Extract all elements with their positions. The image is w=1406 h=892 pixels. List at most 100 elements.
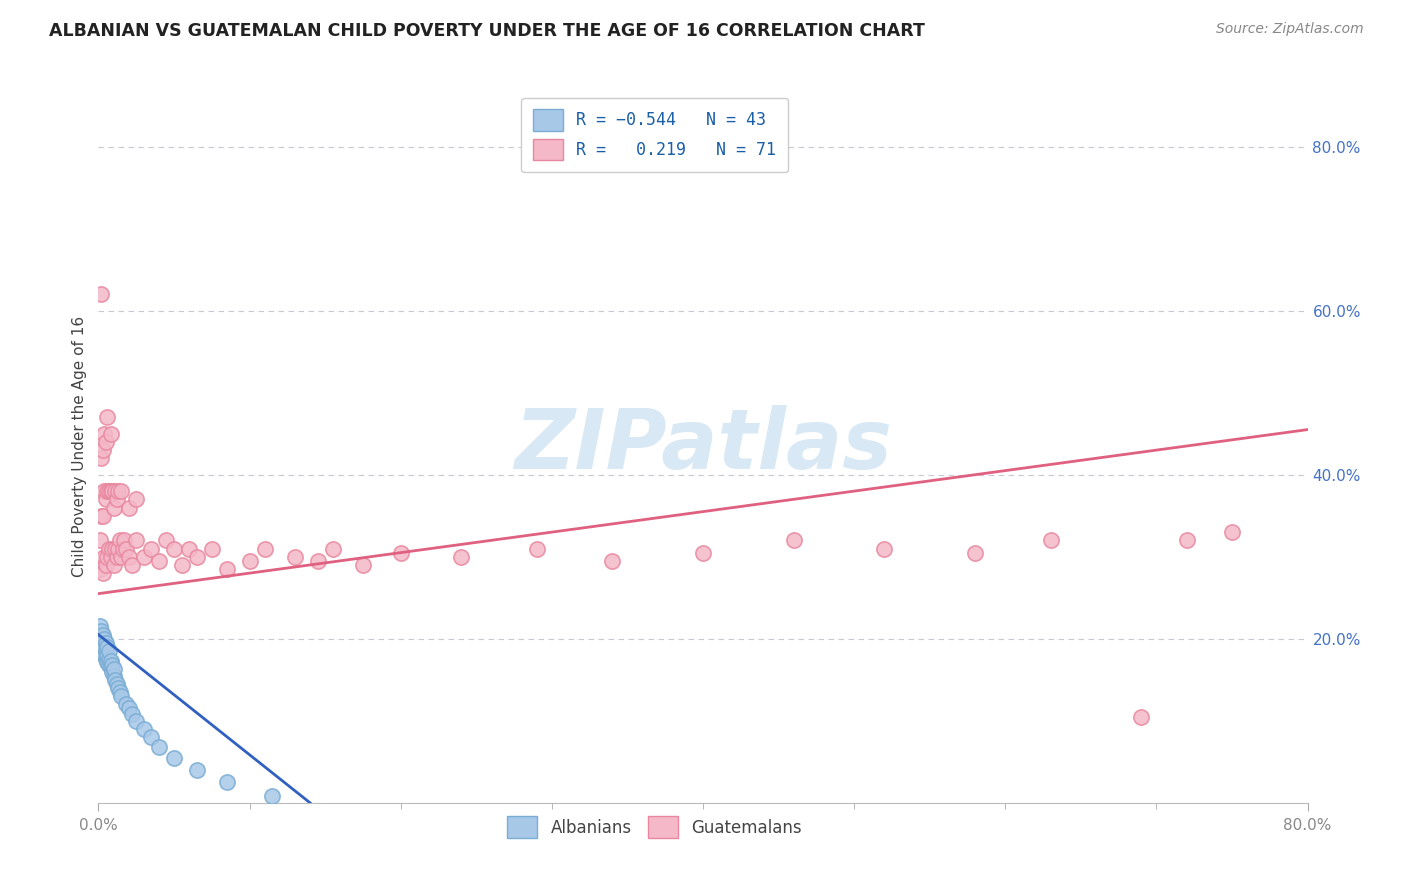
Point — [114, 541, 136, 556]
Point — [89, 533, 111, 548]
Point — [1220, 525, 1243, 540]
Point — [94, 492, 117, 507]
Point — [110, 689, 132, 703]
Point — [101, 658, 124, 673]
Point — [155, 533, 177, 548]
Point — [125, 492, 148, 507]
Point — [96, 640, 118, 654]
Point — [89, 562, 111, 576]
Point — [107, 681, 129, 695]
Point — [105, 549, 128, 564]
Point — [450, 549, 472, 564]
Point — [118, 701, 141, 715]
Point — [389, 546, 412, 560]
Point — [118, 549, 141, 564]
Point — [93, 648, 115, 662]
Point — [125, 714, 148, 728]
Point — [89, 627, 111, 641]
Point — [170, 558, 193, 572]
Point — [96, 410, 118, 425]
Point — [104, 484, 127, 499]
Point — [163, 750, 186, 764]
Point — [148, 739, 170, 754]
Point — [239, 554, 262, 568]
Point — [96, 655, 118, 669]
Point — [215, 775, 238, 789]
Point — [98, 652, 121, 666]
Point — [132, 722, 155, 736]
Point — [1130, 709, 1153, 723]
Point — [89, 619, 111, 633]
Point — [602, 554, 624, 568]
Point — [110, 549, 132, 564]
Point — [90, 451, 112, 466]
Point — [91, 644, 114, 658]
Point — [94, 636, 117, 650]
Point — [90, 508, 112, 523]
Point — [100, 660, 122, 674]
Point — [108, 533, 131, 548]
Point — [94, 644, 117, 658]
Point — [91, 508, 114, 523]
Point — [96, 549, 118, 564]
Point — [93, 426, 115, 441]
Point — [96, 484, 118, 499]
Point — [118, 500, 141, 515]
Point — [121, 558, 143, 572]
Point — [91, 566, 114, 581]
Point — [692, 546, 714, 560]
Point — [105, 492, 128, 507]
Point — [132, 549, 155, 564]
Point — [121, 707, 143, 722]
Point — [103, 558, 125, 572]
Text: Source: ZipAtlas.com: Source: ZipAtlas.com — [1216, 22, 1364, 37]
Point — [98, 658, 121, 673]
Point — [93, 549, 115, 564]
Point — [163, 541, 186, 556]
Y-axis label: Child Poverty Under the Age of 16: Child Poverty Under the Age of 16 — [72, 316, 87, 576]
Point — [783, 533, 806, 548]
Point — [90, 640, 112, 654]
Point — [526, 541, 548, 556]
Point — [112, 533, 135, 548]
Point — [873, 541, 896, 556]
Legend: Albanians, Guatemalans: Albanians, Guatemalans — [501, 810, 808, 845]
Point — [100, 549, 122, 564]
Point — [94, 434, 117, 449]
Point — [141, 730, 163, 744]
Point — [104, 541, 127, 556]
Point — [215, 562, 238, 576]
Point — [108, 685, 131, 699]
Point — [103, 500, 125, 515]
Point — [322, 541, 344, 556]
Point — [253, 541, 276, 556]
Point — [125, 533, 148, 548]
Point — [307, 554, 329, 568]
Point — [91, 627, 114, 641]
Point — [100, 426, 122, 441]
Point — [104, 673, 127, 687]
Point — [90, 632, 112, 646]
Point — [103, 662, 125, 676]
Point — [91, 636, 114, 650]
Point — [179, 541, 201, 556]
Point — [284, 549, 307, 564]
Point — [111, 541, 134, 556]
Point — [93, 484, 115, 499]
Point — [101, 484, 124, 499]
Point — [101, 665, 124, 679]
Point — [101, 541, 124, 556]
Point — [1039, 533, 1062, 548]
Point — [93, 640, 115, 654]
Point — [110, 484, 132, 499]
Point — [96, 648, 118, 662]
Point — [100, 654, 122, 668]
Text: ZIPatlas: ZIPatlas — [515, 406, 891, 486]
Point — [98, 484, 121, 499]
Point — [98, 541, 121, 556]
Text: ALBANIAN VS GUATEMALAN CHILD POVERTY UNDER THE AGE OF 16 CORRELATION CHART: ALBANIAN VS GUATEMALAN CHILD POVERTY UND… — [49, 22, 925, 40]
Point — [1175, 533, 1198, 548]
Point — [352, 558, 374, 572]
Point — [103, 668, 125, 682]
Point — [107, 541, 129, 556]
